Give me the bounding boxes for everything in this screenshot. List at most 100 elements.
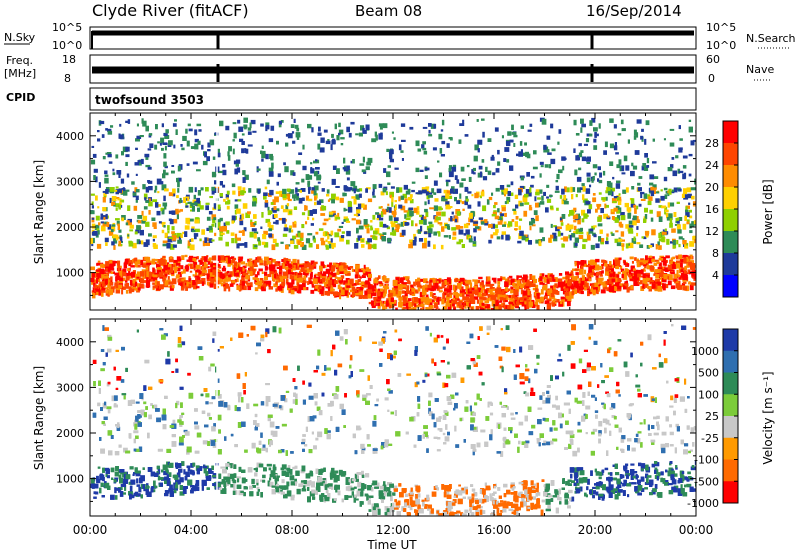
echo-cell <box>488 239 492 244</box>
echo-cell <box>608 278 614 285</box>
echo-cell <box>356 207 359 212</box>
echo-cell <box>465 294 470 297</box>
echo-cell <box>620 268 625 273</box>
echo-cell <box>319 147 325 153</box>
echo-cell <box>432 147 437 151</box>
echo-cell <box>96 291 99 295</box>
echo-cell <box>385 191 388 196</box>
echo-cell <box>616 209 620 214</box>
echo-cell <box>164 145 167 151</box>
echo-cell <box>373 278 377 284</box>
echo-cell <box>418 190 423 195</box>
echo-cell <box>245 274 250 280</box>
echo-cell <box>636 261 640 268</box>
echo-cell <box>107 271 113 274</box>
echo-cell <box>145 200 150 203</box>
echo-cell <box>264 202 269 208</box>
echo-cell <box>162 209 165 214</box>
echo-cell <box>395 224 400 229</box>
echo-cell <box>148 133 153 136</box>
echo-cell <box>261 158 264 162</box>
echo-cell <box>271 271 274 274</box>
echo-cell <box>340 137 345 140</box>
echo-cell <box>624 202 629 208</box>
echo-cell <box>139 229 144 236</box>
echo-cell <box>327 235 330 240</box>
echo-cell <box>406 212 412 218</box>
echo-cell <box>418 220 424 225</box>
echo-cell <box>460 166 465 172</box>
echo-cell <box>645 274 650 278</box>
echo-cell <box>490 307 496 310</box>
echo-cell <box>400 302 403 308</box>
echo-cell <box>378 206 382 209</box>
echo-cell <box>310 223 314 226</box>
echo-cell <box>598 192 602 195</box>
echo-cell <box>119 199 125 203</box>
echo-cell <box>590 259 594 264</box>
echo-cell <box>649 182 654 186</box>
echo-cell <box>206 274 210 280</box>
echo-cell <box>678 254 682 260</box>
echo-cell <box>645 231 649 236</box>
echo-cell <box>176 210 181 213</box>
echo-cell <box>554 190 560 193</box>
echo-cell <box>408 298 412 301</box>
echo-cell <box>404 214 407 219</box>
echo-cell <box>117 223 120 226</box>
echo-cell <box>432 293 436 296</box>
echo-cell <box>145 221 150 227</box>
echo-cell <box>225 257 228 264</box>
echo-cell <box>247 261 253 267</box>
echo-cell <box>162 243 168 247</box>
echo-cell <box>583 143 588 146</box>
echo-cell <box>634 277 639 281</box>
colorbar-segment <box>723 165 738 188</box>
echo-cell <box>589 184 592 188</box>
echo-cell <box>156 210 161 216</box>
echo-cell <box>212 156 216 160</box>
echo-cell <box>667 280 672 286</box>
echo-cell <box>445 224 450 227</box>
echo-cell <box>272 214 276 219</box>
echo-cell <box>654 191 660 194</box>
echo-cell <box>639 244 644 248</box>
echo-cell <box>445 201 450 206</box>
echo-cell <box>593 234 597 238</box>
echo-cell <box>281 259 286 262</box>
echo-cell <box>468 176 472 182</box>
echo-cell <box>679 267 684 271</box>
echo-cell <box>157 204 161 207</box>
echo-cell <box>615 259 620 266</box>
echo-cell <box>468 212 473 219</box>
echo-cell <box>464 134 469 137</box>
echo-cell <box>219 226 224 232</box>
echo-cell <box>380 291 383 298</box>
echo-cell <box>245 148 249 154</box>
echo-cell <box>389 191 394 198</box>
echo-cell <box>654 269 660 273</box>
echo-cell <box>118 173 121 178</box>
echo-cell <box>617 238 623 242</box>
echo-cell <box>209 196 213 199</box>
echo-cell <box>383 276 387 281</box>
cpid-panel <box>89 87 697 111</box>
echo-cell <box>496 301 500 307</box>
echo-cell <box>354 292 360 296</box>
echo-cell <box>628 220 633 225</box>
echo-cell <box>236 267 242 270</box>
echo-cell <box>345 218 349 222</box>
echo-cell <box>660 189 663 192</box>
echo-cell <box>578 278 581 284</box>
echo-cell <box>97 230 100 235</box>
echo-cell <box>156 285 161 291</box>
echo-cell <box>261 212 264 218</box>
echo-cell <box>372 293 377 296</box>
echo-cell <box>134 257 138 263</box>
echo-cell <box>557 281 563 288</box>
echo-cell <box>586 133 592 137</box>
echo-cell <box>520 176 524 181</box>
echo-cell <box>311 281 314 285</box>
echo-cell <box>434 303 438 309</box>
echo-cell <box>333 140 336 145</box>
